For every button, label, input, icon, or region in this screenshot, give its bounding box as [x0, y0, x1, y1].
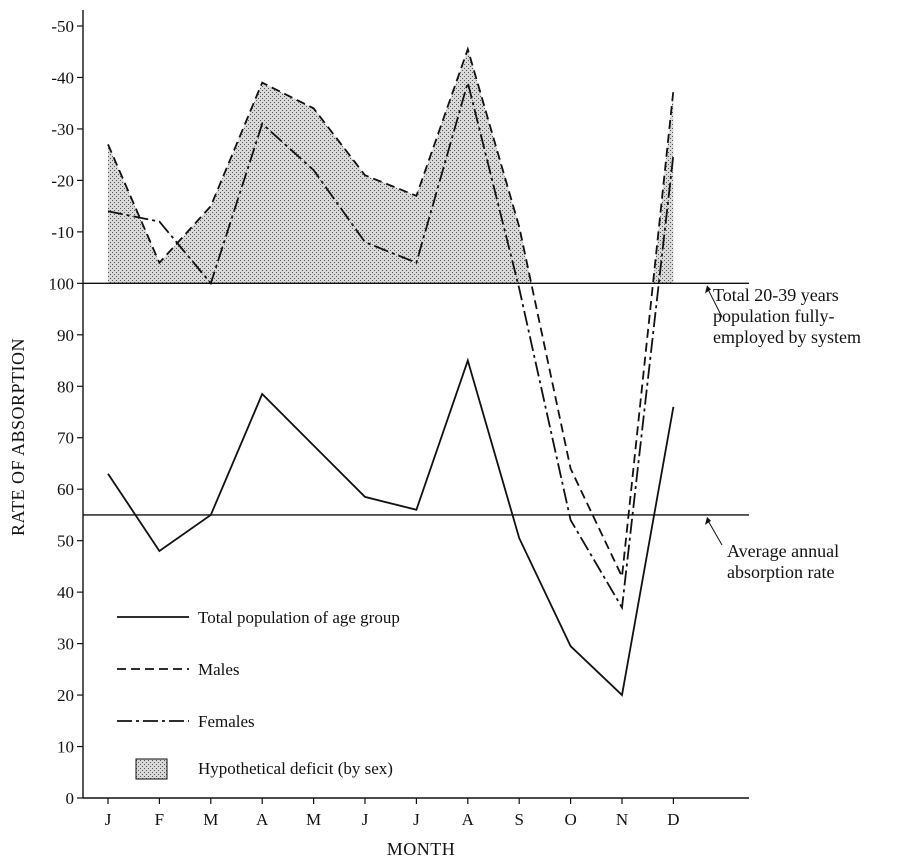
- y-tick-label: -30: [51, 120, 74, 139]
- y-tick-label: -10: [51, 223, 74, 242]
- y-tick-label: 70: [57, 429, 74, 448]
- y-tick-label: 90: [57, 326, 74, 345]
- y-tick-label: -40: [51, 68, 74, 87]
- annotation-full-employment: Total 20-39 years: [713, 285, 839, 305]
- x-axis-title: MONTH: [387, 839, 456, 859]
- annotation-arrowhead: [705, 516, 711, 525]
- x-tick-label: N: [616, 810, 628, 829]
- annotation-full-employment: employed by system: [713, 327, 861, 347]
- x-tick-label: M: [203, 810, 218, 829]
- x-tick-label: D: [667, 810, 679, 829]
- legend-label: Total population of age group: [198, 608, 400, 627]
- y-tick-label: 10: [57, 738, 74, 757]
- legend-label: Hypothetical deficit (by sex): [198, 759, 393, 778]
- series-line-solid: [107, 357, 675, 697]
- x-tick-label: F: [155, 810, 164, 829]
- y-tick-label: 40: [57, 583, 74, 602]
- legend: Total population of age group Males Female…: [117, 608, 400, 780]
- x-tick-label: J: [362, 810, 369, 829]
- deficit-area: [108, 49, 674, 284]
- reference-lines: [83, 282, 749, 516]
- y-tick-label: -50: [51, 17, 74, 36]
- annotation-arrow: [706, 518, 723, 546]
- x-tick-label: O: [564, 810, 576, 829]
- y-axis-title: RATE OF ABSORPTION: [8, 338, 28, 536]
- legend-label: Males: [198, 660, 240, 679]
- series-line-dashed: [107, 46, 675, 580]
- axes: 0 10 20 30 40 50 60 70 80 90 100 -10 -20 -30 -40 -50 J F M…: [49, 10, 749, 829]
- y-tick-label: 50: [57, 532, 74, 551]
- y-tick-label: 80: [57, 377, 74, 396]
- x-tick-label: S: [514, 810, 523, 829]
- y-tick-label: 20: [57, 686, 74, 705]
- y-tick-label: 100: [49, 274, 75, 293]
- y-tick-label: 30: [57, 635, 74, 654]
- y-tick-label: 60: [57, 480, 74, 499]
- x-tick-label: J: [413, 810, 420, 829]
- legend-swatch-shaded: [135, 758, 168, 780]
- x-tick-label: A: [256, 810, 269, 829]
- x-tick-label: A: [462, 810, 475, 829]
- x-tick-label: M: [306, 810, 321, 829]
- series-line-dash-dot: [107, 79, 675, 611]
- y-tick-label: 0: [66, 789, 75, 808]
- x-tick-label: J: [105, 810, 112, 829]
- legend-label: Females: [198, 712, 255, 731]
- annotation-average-rate: Average annual: [727, 541, 839, 561]
- y-tick-label: -20: [51, 171, 74, 190]
- annotation-arrowhead: [705, 285, 711, 294]
- annotation-average-rate: absorption rate: [727, 562, 834, 582]
- annotation-arrow: [706, 287, 723, 318]
- deficit-shading: [108, 49, 674, 284]
- annotation-full-employment: population fully-: [713, 306, 834, 326]
- series-lines: [107, 46, 675, 697]
